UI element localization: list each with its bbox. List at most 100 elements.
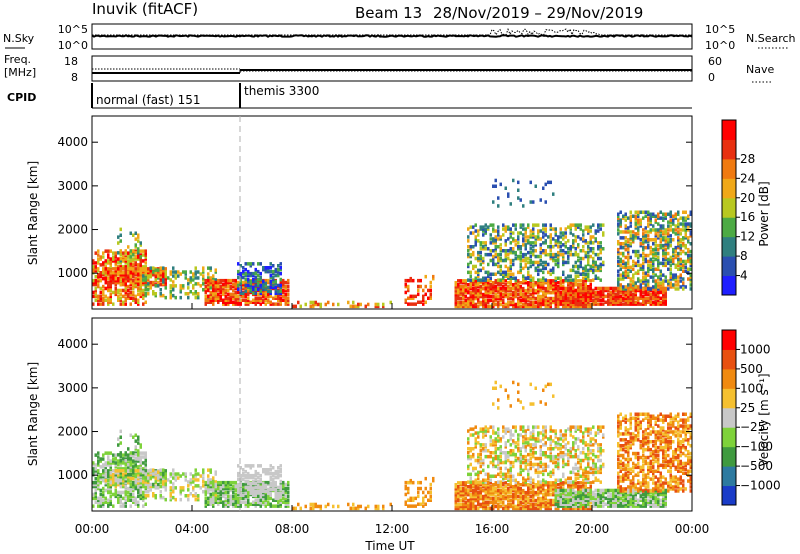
velocity-cell — [272, 473, 275, 478]
velocity-cell — [114, 455, 117, 459]
power-cell — [494, 237, 497, 241]
velocity-cell — [484, 502, 487, 507]
power-cell — [589, 229, 592, 233]
power-cell — [492, 258, 495, 263]
velocity-cell — [454, 492, 457, 497]
velocity-cell — [492, 483, 495, 487]
power-cell — [679, 267, 682, 271]
power-cell — [652, 242, 655, 246]
velocity-cell — [209, 492, 212, 497]
freq-tick-top: 18 — [64, 55, 78, 68]
velocity-cell — [144, 482, 147, 487]
power-cell — [227, 298, 230, 302]
power-cell — [542, 270, 545, 275]
power-cell — [134, 231, 137, 235]
power-cell — [127, 274, 130, 279]
power-cell — [139, 288, 142, 293]
velocity-cell — [457, 488, 460, 493]
power-cell — [479, 302, 482, 307]
velocity-cell — [234, 504, 237, 508]
power-cell — [459, 302, 462, 307]
power-cell — [259, 285, 262, 290]
power-cell — [172, 284, 175, 288]
power-cell — [552, 285, 555, 289]
power-cell — [627, 226, 630, 230]
velocity-cell — [472, 502, 475, 507]
power-cell — [137, 257, 140, 261]
power-cell — [642, 263, 645, 268]
power-cell — [254, 279, 257, 284]
power-cell — [602, 302, 605, 306]
power-cell — [532, 262, 535, 267]
power-cell — [219, 284, 222, 289]
power-cell — [167, 276, 170, 280]
power-cell — [132, 259, 135, 263]
power-cell — [617, 242, 620, 246]
power-cell — [644, 290, 647, 295]
power-cell — [484, 243, 487, 247]
power-cell — [667, 232, 670, 236]
power-cell — [247, 300, 250, 304]
velocity-cell — [472, 500, 475, 505]
power-cell — [522, 288, 525, 293]
power-cell — [544, 252, 547, 257]
power-cell — [127, 259, 130, 263]
power-cell — [269, 279, 272, 284]
power-cell — [244, 289, 247, 294]
power-cell — [534, 184, 537, 188]
velocity-cell — [494, 496, 497, 501]
power-cell — [164, 280, 167, 285]
power-cell — [634, 236, 637, 240]
power-cell — [652, 300, 655, 304]
power-cell — [427, 296, 430, 300]
power-cell — [194, 272, 197, 276]
velocity-cell — [132, 471, 135, 475]
power-cell — [664, 230, 667, 234]
power-cell — [477, 270, 480, 275]
y-tick-label: 2000 — [57, 223, 88, 237]
velocity-cell — [479, 492, 482, 497]
velocity-cell — [97, 463, 100, 467]
power-cell — [494, 262, 497, 267]
power-cell — [214, 270, 217, 274]
velocity-cell — [432, 478, 435, 483]
power-cell — [629, 238, 632, 242]
power-cell — [672, 238, 675, 242]
power-cell — [144, 251, 147, 255]
power-cell — [129, 255, 132, 259]
velocity-cell — [112, 504, 115, 508]
power-cell — [687, 257, 690, 262]
power-cell — [119, 280, 122, 285]
power-cell — [539, 298, 542, 303]
freq-tick-bottom: 8 — [71, 71, 78, 84]
power-cell — [134, 300, 137, 304]
power-cell — [119, 257, 122, 261]
power-cell — [232, 292, 235, 297]
power-cell — [259, 275, 262, 280]
velocity-cell — [112, 457, 115, 461]
power-cell — [469, 298, 472, 303]
power-cell — [169, 293, 172, 298]
power-cell — [262, 298, 265, 302]
velocity-cell — [232, 496, 235, 501]
velocity-cell — [269, 468, 272, 472]
power-cell — [597, 286, 600, 291]
velocity-cell — [214, 500, 217, 504]
power-cell — [109, 271, 112, 275]
velocity-cell — [224, 486, 227, 491]
velocity-cell — [244, 502, 247, 506]
power-cell — [582, 266, 585, 271]
power-cell — [562, 233, 565, 237]
power-cell — [649, 230, 652, 234]
power-cell — [589, 286, 592, 291]
power-cell — [562, 252, 565, 257]
power-cell — [537, 229, 540, 233]
velocity-cell — [124, 469, 127, 473]
velocity-cell — [407, 490, 410, 495]
velocity-cell — [489, 500, 492, 505]
power-cell — [209, 300, 212, 304]
power-cell — [102, 269, 105, 273]
power-cell — [524, 281, 527, 285]
power-cell — [512, 302, 515, 307]
velocity-cell — [99, 504, 102, 508]
